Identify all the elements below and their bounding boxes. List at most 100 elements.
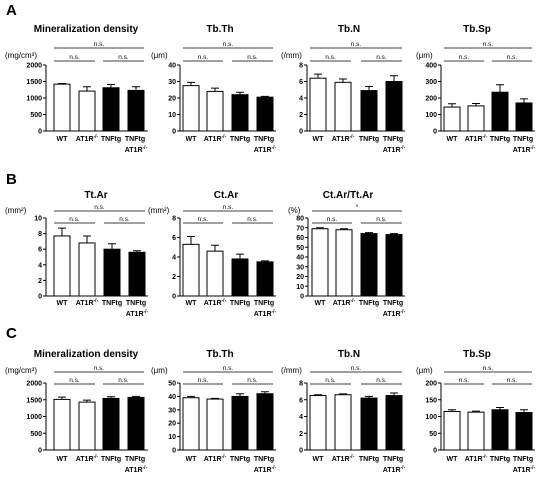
significance-label: n.s. — [351, 365, 362, 372]
bar-tnftg-at1r — [256, 393, 274, 451]
x-tick-label-line: TNFtg — [101, 136, 121, 143]
superscript: -/- — [94, 298, 99, 304]
error-bar — [340, 228, 348, 230]
significance-label: n.s. — [69, 377, 80, 384]
chart-title: Tt.Ar — [84, 190, 107, 201]
bar-wt — [443, 106, 461, 132]
y-tick-label: 200 — [425, 381, 437, 388]
superscript: -/- — [94, 454, 99, 460]
x-tick-label-line: TNFtg — [230, 300, 250, 307]
y-tick-label: 500 — [30, 431, 42, 438]
significance-label: n.s. — [507, 377, 518, 384]
bar-tnftg-at1r — [256, 96, 274, 132]
bar-at1r — [78, 90, 96, 132]
bar-wt — [53, 235, 71, 297]
error-bar — [339, 393, 347, 395]
panel-label: B — [6, 171, 17, 188]
y-axis-unit-label: (/mm) — [281, 366, 302, 375]
x-tick-label: TNFtg AT1R-/- — [513, 456, 536, 474]
error-bar — [314, 394, 322, 396]
x-tick-label-line: AT1R-/- — [383, 309, 406, 318]
y-tick-label: 6 — [172, 235, 176, 242]
bar-wt — [182, 243, 200, 297]
y-tick-label: 0 — [38, 129, 42, 136]
y-tick-label: 100 — [425, 112, 437, 119]
x-tick-label: WT — [313, 136, 325, 143]
x-tick-label-line: TNFtg — [101, 456, 121, 463]
x-tick-label-line: TNFtg — [125, 456, 147, 463]
y-axis-unit-label: (mm²) — [5, 206, 27, 215]
y-tick-label: 6 — [299, 397, 303, 404]
superscript: -/- — [272, 465, 277, 471]
y-tick-label: 150 — [425, 397, 437, 404]
superscript: -/- — [531, 145, 536, 151]
bar-at1r — [206, 398, 224, 451]
bar-at1r — [467, 411, 485, 451]
significance-label: n.s. — [507, 54, 518, 61]
error-bar — [133, 250, 141, 253]
bar-tnftg — [360, 233, 378, 297]
x-tick-label-line: WT — [186, 136, 198, 143]
superscript: -/- — [94, 134, 99, 140]
y-axis-unit-label: (μm) — [151, 51, 168, 60]
error-bar — [520, 98, 528, 103]
y-tick-label: 0 — [172, 448, 176, 455]
x-tick-label: WT — [57, 136, 69, 143]
x-tick-label: TNFtg AT1R-/- — [125, 136, 148, 154]
x-tick-label-line: WT — [447, 136, 459, 143]
y-axis-unit-label: (mg/cm³) — [5, 366, 37, 375]
chart-title: Ct.Ar — [214, 190, 239, 201]
bar-wt — [443, 410, 461, 451]
panel-label: C — [6, 325, 17, 342]
y-tick-label: 0 — [300, 294, 304, 301]
superscript: -/- — [351, 298, 356, 304]
error-bar — [132, 86, 140, 91]
error-bar — [83, 235, 91, 243]
significance-label: n.s. — [459, 377, 470, 384]
chart-title: Tb.Sp — [463, 349, 491, 360]
error-bar — [261, 260, 269, 262]
bar-wt — [309, 395, 327, 451]
bar-tnftg — [102, 397, 120, 451]
error-bar — [365, 85, 373, 91]
x-tick-label: TNFtg AT1R-/- — [254, 300, 277, 318]
y-tick-label: 1000 — [26, 414, 42, 421]
bar-tnftg-at1r — [515, 411, 533, 451]
x-tick-label-line: TNFtg — [383, 136, 405, 143]
y-tick-label: 200 — [425, 96, 437, 103]
y-axis-unit-label: (mm²) — [148, 206, 170, 215]
x-tick-label-line: TNFtg — [490, 456, 510, 463]
error-bar — [83, 399, 91, 403]
x-tick-label-line: TNFtg — [254, 136, 276, 143]
superscript: -/- — [144, 309, 149, 315]
x-tick-label-line: AT1R-/- — [126, 309, 149, 318]
significance-label: n.s. — [247, 377, 258, 384]
bar-at1r — [206, 90, 224, 132]
error-bar — [390, 75, 398, 82]
bar-tnftg — [491, 91, 509, 132]
x-tick-label-line: WT — [315, 300, 327, 307]
superscript: -/- — [143, 465, 148, 471]
bar-wt — [53, 398, 71, 451]
error-bar — [187, 81, 195, 86]
y-tick-label: 40 — [296, 255, 304, 262]
y-tick-label: 30 — [168, 79, 176, 86]
x-tick-label-line: AT1R-/- — [333, 298, 356, 307]
y-axis-unit-label: (%) — [288, 206, 301, 215]
y-tick-label: 2 — [172, 274, 176, 281]
y-tick-label: 0 — [172, 294, 176, 301]
y-tick-label: 0 — [38, 448, 42, 455]
x-tick-label: TNFtg AT1R-/- — [383, 136, 406, 154]
significance-label: n.s. — [94, 204, 105, 211]
y-tick-label: 50 — [168, 381, 176, 388]
error-bar — [496, 84, 504, 93]
x-tick-label-line: TNFtg — [254, 300, 276, 307]
y-tick-label: 2 — [38, 278, 42, 285]
error-bar — [261, 95, 269, 98]
y-tick-label: 300 — [425, 79, 437, 86]
